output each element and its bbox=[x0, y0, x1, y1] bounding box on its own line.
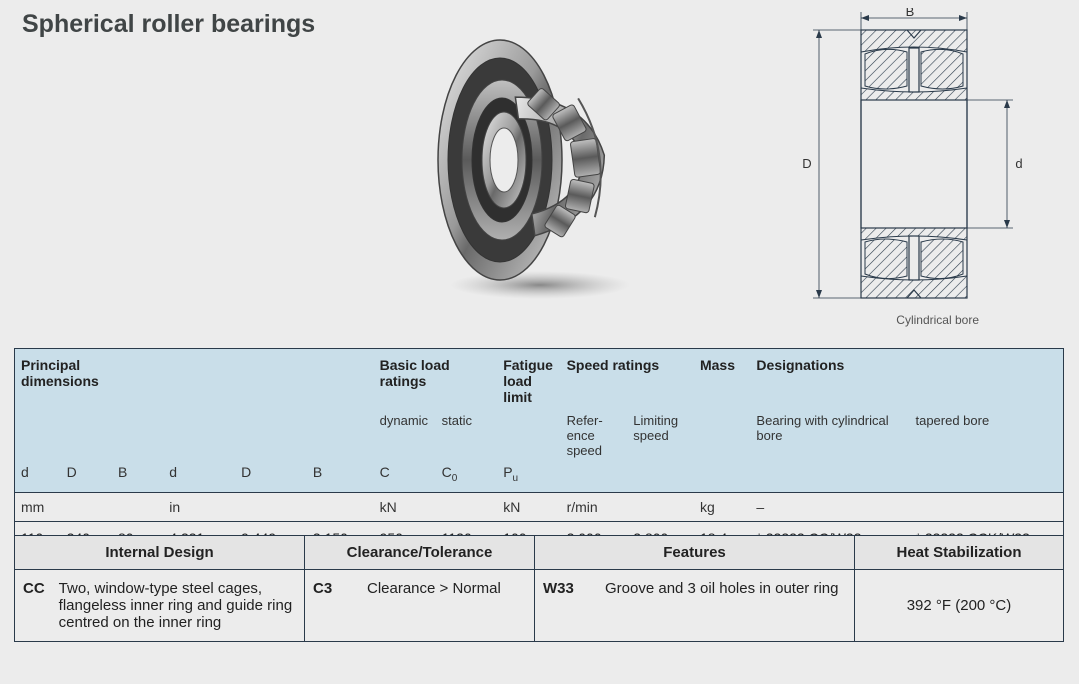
dimension-B: B bbox=[861, 8, 967, 30]
sub-reference: Refer-ence speed bbox=[561, 409, 628, 460]
header-fatigue: Fatigue load limit bbox=[497, 349, 560, 410]
th-internal: Internal Design bbox=[15, 536, 305, 570]
header-principal: Principal dimensions bbox=[15, 349, 164, 410]
header-designations: Designations bbox=[750, 349, 1063, 410]
cell-features: W33 Groove and 3 oil holes in outer ring bbox=[535, 570, 855, 642]
bearing-3d-illustration bbox=[420, 25, 640, 305]
header-speed: Speed ratings bbox=[561, 349, 694, 410]
unit-dash: – bbox=[750, 492, 1063, 521]
sym-Pu: Pu bbox=[497, 460, 560, 492]
unit-kN2: kN bbox=[497, 492, 560, 521]
cell-clearance: C3 Clearance > Normal bbox=[305, 570, 535, 642]
th-heat: Heat Stabilization bbox=[855, 536, 1064, 570]
sym-B-mm: B bbox=[112, 460, 163, 492]
cell-internal: CC Two, window-type steel cages, flangel… bbox=[15, 570, 305, 642]
unit-kg: kg bbox=[694, 492, 750, 521]
sub-tap-bore: tapered bore bbox=[909, 409, 1063, 460]
sub-static: static bbox=[436, 409, 498, 460]
sym-C0: C0 bbox=[436, 460, 498, 492]
cell-heat: 392 °F (200 °C) bbox=[855, 570, 1064, 642]
cross-section-lower bbox=[861, 228, 967, 298]
header-basic-load: Basic load ratings bbox=[374, 349, 498, 410]
features-text: Groove and 3 oil holes in outer ring bbox=[601, 580, 838, 597]
sub-dynamic: dynamic bbox=[374, 409, 436, 460]
internal-text: Two, window-type steel cages, flangeless… bbox=[55, 580, 296, 631]
sym-B-in: B bbox=[307, 460, 374, 492]
th-clearance: Clearance/Tolerance bbox=[305, 536, 535, 570]
sym-D-mm: D bbox=[61, 460, 112, 492]
sym-D-in: D bbox=[235, 460, 307, 492]
th-features: Features bbox=[535, 536, 855, 570]
features-code: W33 bbox=[543, 580, 591, 597]
unit-mm: mm bbox=[15, 492, 164, 521]
schematic-caption: Cylindrical bore bbox=[896, 313, 979, 327]
bearing-cross-section-diagram: B D d bbox=[789, 8, 1039, 328]
clearance-code: C3 bbox=[313, 580, 353, 597]
svg-text:d: d bbox=[1015, 156, 1022, 171]
sym-d-mm: d bbox=[15, 460, 61, 492]
sub-limiting: Limiting speed bbox=[627, 409, 694, 460]
details-table: Internal Design Clearance/Tolerance Feat… bbox=[14, 535, 1064, 642]
header-mass: Mass bbox=[694, 349, 750, 410]
svg-text:D: D bbox=[802, 156, 811, 171]
dimension-D: D bbox=[802, 30, 861, 298]
sym-d-in: d bbox=[163, 460, 235, 492]
cross-section-upper bbox=[861, 30, 967, 100]
sym-C: C bbox=[374, 460, 436, 492]
dimension-d: d bbox=[967, 100, 1023, 228]
sub-cyl-bore: Bearing with cylindrical bore bbox=[750, 409, 909, 460]
specification-table: Principal dimensions Basic load ratings … bbox=[14, 348, 1064, 555]
unit-kN1: kN bbox=[374, 492, 498, 521]
internal-code: CC bbox=[23, 580, 45, 631]
unit-in: in bbox=[163, 492, 373, 521]
unit-rmin: r/min bbox=[561, 492, 694, 521]
page-title: Spherical roller bearings bbox=[22, 10, 315, 39]
svg-text:B: B bbox=[906, 8, 915, 19]
clearance-text: Clearance > Normal bbox=[363, 580, 501, 597]
